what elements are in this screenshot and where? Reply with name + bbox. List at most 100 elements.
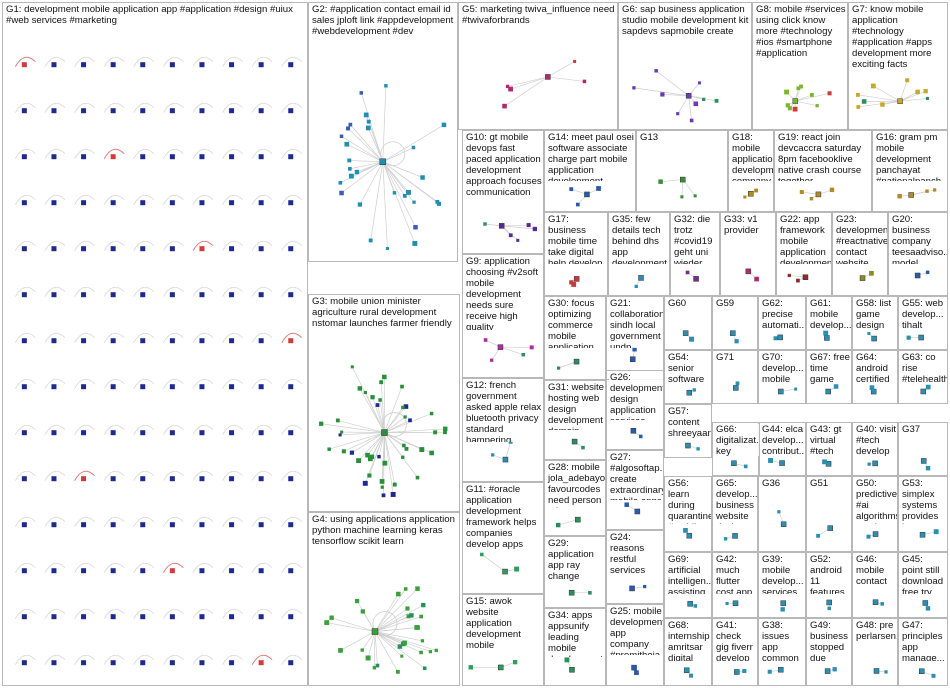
g8-node	[784, 89, 789, 95]
g38-box	[758, 618, 806, 686]
g1-node	[21, 568, 27, 574]
g7-edge	[857, 94, 901, 102]
g3-node	[403, 404, 409, 409]
g15-node	[468, 665, 473, 670]
g1-node	[140, 62, 146, 68]
g1-self-loop	[74, 286, 95, 297]
g1-node	[169, 476, 175, 482]
g1-self-loop	[74, 654, 95, 665]
g2-node	[436, 201, 442, 206]
g45-hub-node	[922, 600, 929, 606]
g1-self-loop	[281, 516, 303, 527]
g46-box	[852, 552, 898, 618]
g42-hub-node	[732, 600, 739, 607]
g1-self-loop	[163, 286, 184, 297]
g1-self-loop	[192, 424, 214, 435]
g28-node	[555, 522, 561, 528]
g1-node	[140, 338, 146, 344]
g1-self-loop	[44, 148, 66, 159]
g52-box	[806, 552, 852, 618]
g1-node	[258, 384, 264, 390]
g2-node	[359, 91, 364, 95]
g10-box	[462, 130, 544, 254]
g3-edge	[384, 407, 404, 433]
g17-node	[569, 280, 574, 285]
g26-node	[638, 434, 643, 439]
g1-self-loop	[74, 516, 95, 527]
g2-node	[384, 84, 388, 88]
g25-box	[606, 604, 664, 686]
g1-self-loop	[163, 516, 184, 527]
g1-node	[110, 154, 116, 160]
g1-self-loop	[15, 516, 36, 527]
g2-node	[365, 125, 371, 131]
g2-edge	[382, 161, 416, 228]
g3-node	[379, 380, 384, 385]
g2-edge	[347, 128, 384, 163]
g1-self-loop	[222, 654, 243, 665]
g37-box	[898, 422, 948, 476]
g1-node	[140, 108, 146, 114]
g1-node	[258, 522, 264, 528]
g1-self-loop	[251, 562, 273, 573]
g2-box	[308, 2, 458, 262]
g11-node	[480, 552, 484, 557]
g1-self-loop	[163, 56, 184, 67]
g1-self-loop	[15, 286, 36, 297]
g8-box	[752, 2, 848, 130]
g3-node	[375, 403, 380, 407]
g1-self-loop	[15, 562, 36, 573]
g11-node	[514, 566, 520, 572]
g1-self-loop	[251, 56, 273, 67]
g1-self-loop	[133, 516, 155, 527]
g2-node	[411, 145, 416, 150]
g1-self-loop	[222, 424, 243, 435]
g60-box	[664, 296, 712, 350]
g58-hub-node	[871, 335, 877, 342]
g1-node	[110, 660, 116, 666]
g4-edge	[340, 631, 376, 651]
g25-hub-node	[631, 664, 637, 671]
g1-node	[140, 246, 146, 252]
g1-node	[81, 154, 87, 160]
g1-node	[81, 660, 87, 666]
g1-self-loop	[44, 286, 66, 297]
g1-self-loop	[44, 470, 66, 481]
g1-node	[21, 614, 27, 620]
g1-node	[229, 430, 235, 436]
g4-node	[402, 640, 407, 646]
g23-hub-node	[859, 275, 866, 281]
g40-hub-node	[872, 460, 878, 467]
g4-node	[406, 614, 411, 619]
g3-node	[382, 460, 388, 466]
g1-self-loop	[133, 654, 155, 665]
g3-node	[377, 454, 381, 459]
g22-node	[796, 278, 800, 283]
g64-box	[852, 350, 898, 404]
g3-edge	[321, 423, 385, 433]
g40-box	[852, 422, 898, 476]
g1-self-loop	[281, 194, 303, 205]
g1-self-loop	[281, 654, 303, 665]
g1-self-loop	[222, 148, 243, 159]
g1-self-loop	[44, 194, 66, 205]
g1-self-loop	[103, 562, 125, 573]
g2-edge	[382, 124, 445, 163]
g49-node	[832, 667, 837, 672]
g66-hub-node	[731, 460, 737, 466]
g6-edge	[662, 94, 689, 97]
g1-self-loop	[163, 654, 184, 665]
g63-box	[898, 350, 948, 404]
g41-box	[712, 618, 758, 686]
g4-edge	[374, 627, 418, 632]
g12-box	[462, 378, 544, 482]
g4-edge	[374, 588, 418, 632]
g1-self-loop	[222, 562, 243, 573]
g69-hub-node	[687, 601, 693, 607]
g14-box	[544, 130, 636, 212]
g2-edge	[382, 161, 440, 205]
g28-edge	[558, 519, 578, 526]
g3-edge	[384, 432, 404, 458]
g3-node	[443, 430, 447, 435]
g1-node	[51, 476, 57, 482]
